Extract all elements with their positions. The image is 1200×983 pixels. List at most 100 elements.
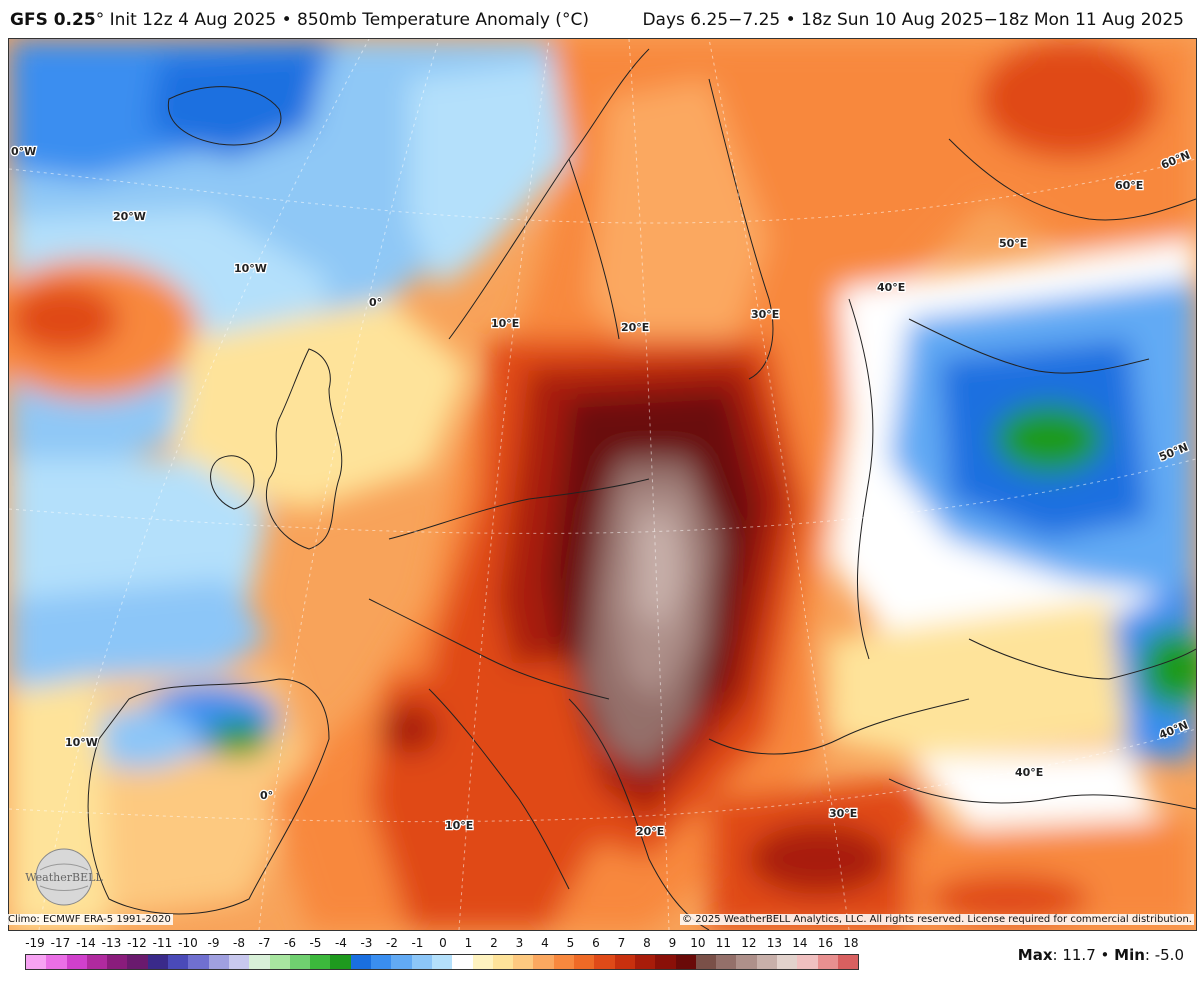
label-10w-south: 10°W (65, 736, 98, 749)
scale-label: 11 (715, 936, 732, 950)
model-name: GFS 0.25 (10, 10, 96, 30)
scale-labels: -19 -17 -14 -13 -12 -11 -10 -9 -8 -7 -6 -5 -4 -3 -2 -1 0… (25, 936, 859, 952)
label-10w: 10°W (234, 262, 267, 275)
scale-swatch (776, 955, 798, 969)
climo-note: Climo: ECMWF ERA-5 1991-2020 (6, 914, 173, 925)
scale-swatch (837, 955, 859, 969)
scale-swatch (797, 955, 818, 969)
scale-swatch (107, 955, 128, 969)
logo-text: WeatherBELL (25, 871, 103, 884)
scale-swatch (492, 955, 514, 969)
graticule (9, 39, 1196, 930)
scale-swatch (269, 955, 290, 969)
scale-label: -2 (385, 936, 398, 950)
label-40e: 40°E (877, 281, 905, 294)
scale-swatch (695, 955, 717, 969)
label-20e-south: 20°E (636, 825, 664, 838)
scale-label: 0 (439, 936, 447, 950)
scale-label: -3 (360, 936, 373, 950)
scale-swatch (431, 955, 453, 969)
max-label: Max (1017, 946, 1053, 964)
scale-swatch (817, 955, 838, 969)
scale-swatch (594, 955, 615, 969)
scale-swatch (330, 955, 351, 969)
scale-swatch (533, 955, 554, 969)
valid-time: Days 6.25−7.25 • 18z Sun 10 Aug 2025−18z… (642, 10, 1184, 30)
scale-label: -13 (101, 936, 122, 950)
scale-swatch (249, 955, 270, 969)
label-0-south: 0° (260, 789, 273, 802)
label-20w: 20°W (113, 210, 146, 223)
scale-swatch (310, 955, 331, 969)
scale-swatch (574, 955, 595, 969)
scale-label: -12 (127, 936, 147, 950)
scale-swatch (228, 955, 250, 969)
scale-label: -14 (76, 936, 96, 950)
scale-bar (25, 954, 859, 970)
scale-label: -5 (309, 936, 322, 950)
label-30e-south: 30°E (829, 807, 857, 820)
scale-swatch (26, 955, 47, 969)
scale-swatch (66, 955, 87, 969)
map-title: GFS 0.25° Init 12z 4 Aug 2025 • 850mb Te… (10, 10, 589, 30)
scale-label: -4 (334, 936, 347, 950)
weatherbell-logo: WeatherBELL (14, 848, 114, 906)
scale-swatch (289, 955, 311, 969)
max-min-readout: Max: 11.7 • Min: -5.0 (1017, 946, 1184, 964)
max-value: 11.7 (1062, 946, 1096, 964)
title-details: ° Init 12z 4 Aug 2025 • 850mb Temperatur… (95, 10, 589, 30)
scale-label: -19 (25, 936, 45, 950)
label-20e: 20°E (621, 321, 649, 334)
scale-swatch (86, 955, 108, 969)
scale-label: -10 (178, 936, 198, 950)
scale-swatch (371, 955, 392, 969)
scale-label: 9 (668, 936, 677, 950)
scale-swatch (756, 955, 777, 969)
scale-swatch (655, 955, 676, 969)
scale-label: -17 (50, 936, 71, 950)
scale-label: -11 (152, 936, 173, 950)
scale-swatch (736, 955, 757, 969)
scale-swatch (208, 955, 229, 969)
label-0: 0° (369, 296, 382, 309)
scale-swatch (127, 955, 148, 969)
scale-swatch (513, 955, 534, 969)
color-scale: -19 -17 -14 -13 -12 -11 -10 -9 -8 -7 -6 -5 -4 -3 -2 -1 0… (25, 936, 859, 976)
label-50e: 50°E (999, 237, 1027, 250)
scale-label: -8 (232, 936, 245, 950)
scale-label: 16 (817, 936, 834, 950)
scale-label: 3 (515, 936, 524, 950)
scale-swatch (452, 955, 473, 969)
scale-label: -7 (258, 936, 271, 950)
scale-swatch (634, 955, 656, 969)
scale-swatch (350, 955, 372, 969)
scale-swatch (411, 955, 432, 969)
label-60e: 60°E (1115, 179, 1143, 192)
scale-label: 18 (843, 936, 859, 950)
scale-label: 14 (792, 936, 808, 950)
label-0w: 0°W (11, 145, 36, 158)
anomaly-field (9, 39, 1196, 930)
scale-swatch (675, 955, 696, 969)
scale-swatch (46, 955, 67, 969)
scale-swatch (188, 955, 209, 969)
scale-label: 13 (766, 936, 783, 950)
scale-swatch (716, 955, 737, 969)
min-value: -5.0 (1154, 946, 1184, 964)
scale-label: 12 (741, 936, 757, 950)
scale-label: 6 (592, 936, 600, 950)
scale-label: 2 (490, 936, 498, 950)
scale-swatch (472, 955, 493, 969)
scale-swatch (553, 955, 575, 969)
scale-swatch (147, 955, 169, 969)
anomaly-map: 0°W 20°W 10°W 0° 10°E 20°E 30°E 40°E 50°… (8, 38, 1197, 931)
scale-label: -9 (207, 936, 220, 950)
label-10e: 10°E (491, 317, 519, 330)
scale-label: 8 (643, 936, 651, 950)
label-30e: 30°E (751, 308, 779, 321)
scale-swatch (614, 955, 635, 969)
scale-label: 1 (464, 936, 473, 950)
copyright-note: © 2025 WeatherBELL Analytics, LLC. All r… (680, 914, 1194, 925)
scale-label: 7 (617, 936, 626, 950)
scale-swatch (391, 955, 412, 969)
